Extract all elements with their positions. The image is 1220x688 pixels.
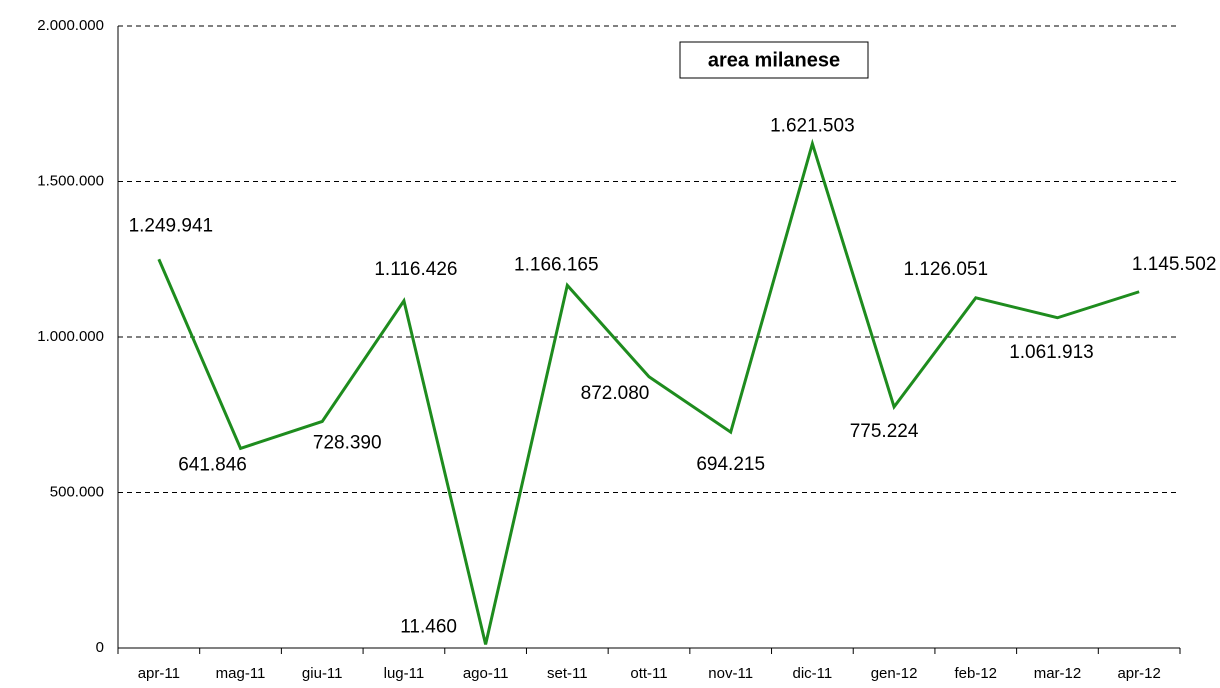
value-label: 1.116.426 <box>374 259 457 280</box>
value-label: 694.215 <box>696 454 765 475</box>
y-tick-label: 1.000.000 <box>37 328 104 345</box>
value-label: 1.061.913 <box>1009 342 1094 363</box>
x-tick-label: ago-11 <box>463 665 509 682</box>
x-tick-label: apr-12 <box>1117 665 1160 682</box>
value-label: 1.166.165 <box>514 254 599 275</box>
x-tick-label: feb-12 <box>954 665 997 682</box>
y-tick-label: 2.000.000 <box>37 17 104 34</box>
y-tick-label: 0 <box>96 639 104 656</box>
value-label: 1.249.941 <box>129 215 214 236</box>
x-tick-label: ott-11 <box>630 665 667 682</box>
x-tick-label: lug-11 <box>384 665 425 682</box>
value-label: 1.621.503 <box>770 116 855 137</box>
value-label: 1.126.051 <box>904 259 989 280</box>
title-box <box>679 41 869 79</box>
value-label: 1.145.502 <box>1132 254 1217 275</box>
x-tick-label: gen-12 <box>871 665 918 682</box>
x-tick-label: dic-11 <box>793 665 833 682</box>
line <box>157 138 1140 645</box>
value-label: 11.460 <box>400 616 457 637</box>
y-tick-label: 1.500.000 <box>37 172 104 189</box>
x-tick-label: giu-11 <box>302 665 343 682</box>
x-tick-label: apr-11 <box>138 665 180 682</box>
value-label: 775.224 <box>850 421 919 442</box>
y-tick-label: 500.000 <box>50 483 104 500</box>
x-tick-label: set-11 <box>547 665 588 682</box>
x-tick-label: mar-12 <box>1034 665 1082 682</box>
x-tick-label: nov-11 <box>708 665 753 682</box>
value-label: 641.846 <box>178 454 247 475</box>
value-label: 728.390 <box>313 432 382 453</box>
x-tick-label: mag-11 <box>216 665 266 682</box>
chart-title: area milanese <box>708 49 840 71</box>
value-label: 872.080 <box>581 383 650 404</box>
